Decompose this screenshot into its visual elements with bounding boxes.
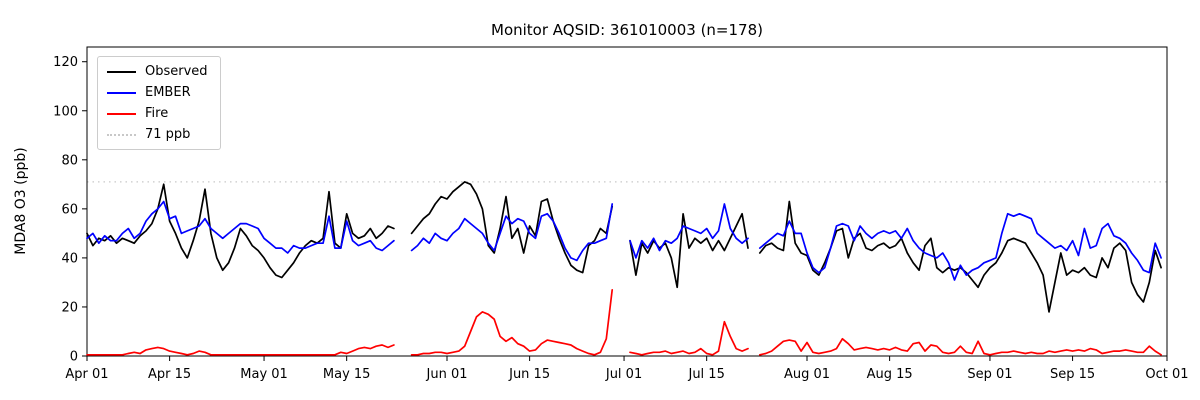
svg-text:Jun 15: Jun 15 <box>508 367 550 382</box>
svg-text:May 01: May 01 <box>240 367 288 382</box>
legend-label-observed: Observed <box>145 64 208 79</box>
svg-text:80: 80 <box>61 153 78 168</box>
svg-text:20: 20 <box>61 300 78 315</box>
svg-text:Jun 01: Jun 01 <box>426 367 468 382</box>
svg-text:0: 0 <box>70 350 78 365</box>
legend-line-sample-71-ppb <box>107 133 136 136</box>
svg-text:Apr 15: Apr 15 <box>148 367 191 382</box>
legend-item-71-ppb: 71 ppb <box>107 127 208 142</box>
svg-text:120: 120 <box>53 55 78 70</box>
svg-text:Sep 15: Sep 15 <box>1050 367 1095 382</box>
svg-text:Aug 01: Aug 01 <box>784 367 830 382</box>
svg-text:Sep 01: Sep 01 <box>967 367 1012 382</box>
svg-text:Jul 01: Jul 01 <box>605 367 642 382</box>
svg-text:40: 40 <box>61 251 78 266</box>
svg-text:100: 100 <box>53 104 78 119</box>
legend-item-ember: EMBER <box>107 85 208 100</box>
legend-label-fire: Fire <box>145 106 169 121</box>
legend: Observed EMBER Fire 71 ppb <box>97 56 221 150</box>
legend-item-fire: Fire <box>107 106 208 121</box>
svg-text:May 15: May 15 <box>323 367 371 382</box>
legend-label-ember: EMBER <box>145 85 191 100</box>
chart-title: Monitor AQSID: 361010003 (n=178) <box>491 21 763 39</box>
legend-line-sample-observed <box>107 70 136 73</box>
svg-text:60: 60 <box>61 202 78 217</box>
svg-text:Oct 01: Oct 01 <box>1145 367 1188 382</box>
legend-line-sample-ember <box>107 91 136 94</box>
legend-item-observed: Observed <box>107 64 208 79</box>
svg-text:Apr 01: Apr 01 <box>65 367 108 382</box>
legend-label-71-ppb: 71 ppb <box>145 127 191 142</box>
legend-line-sample-fire <box>107 112 136 115</box>
svg-text:Jul 15: Jul 15 <box>687 367 724 382</box>
svg-text:Aug 15: Aug 15 <box>867 367 913 382</box>
